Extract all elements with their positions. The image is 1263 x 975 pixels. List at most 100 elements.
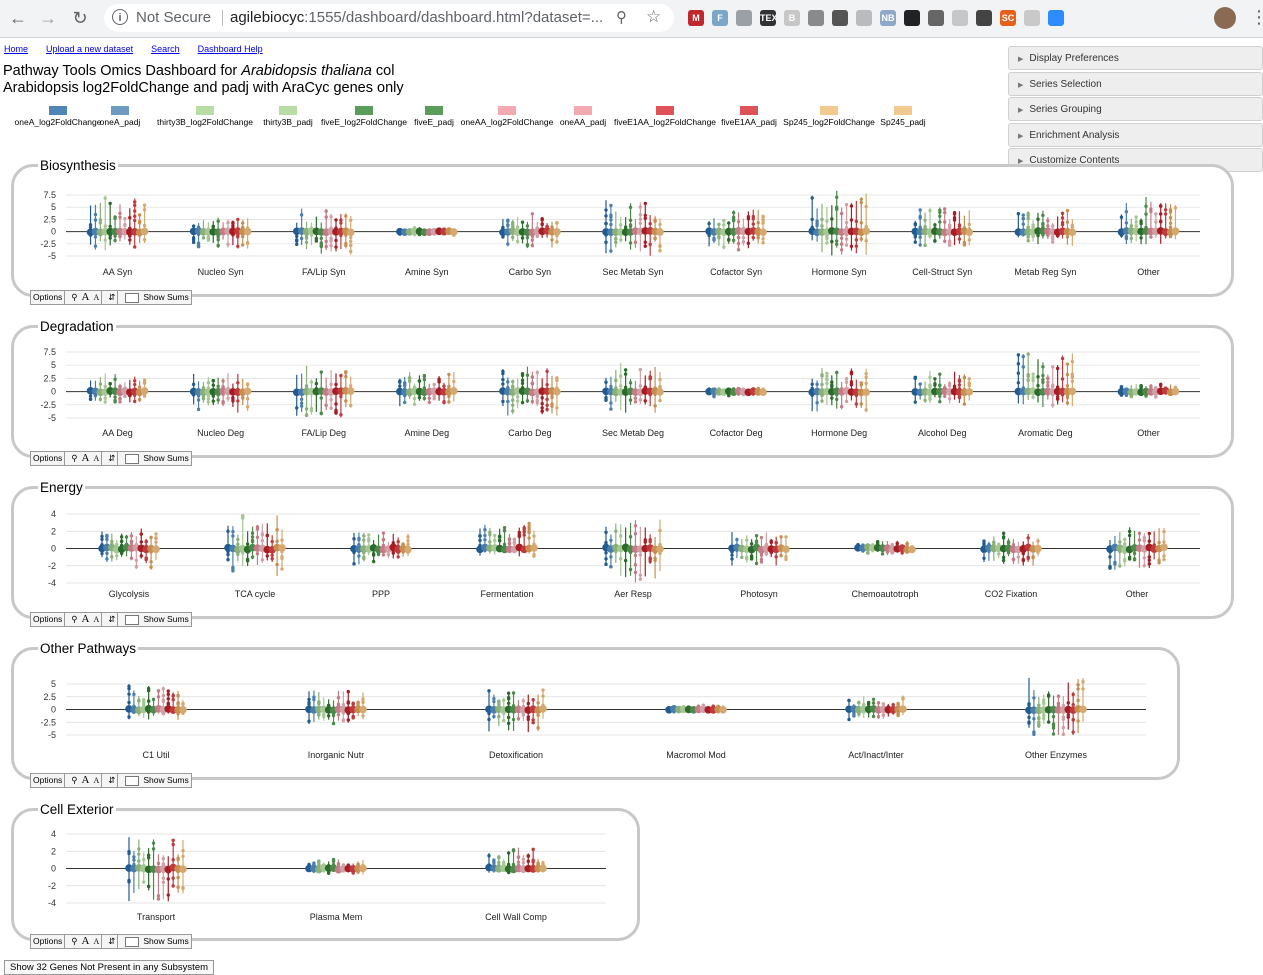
series-mean-point[interactable]: [346, 387, 355, 395]
data-point[interactable]: [880, 552, 885, 556]
data-point[interactable]: [422, 396, 427, 401]
data-point[interactable]: [740, 555, 744, 560]
data-point[interactable]: [522, 527, 526, 531]
data-point[interactable]: [156, 695, 161, 699]
data-point[interactable]: [241, 516, 245, 520]
data-point[interactable]: [527, 536, 531, 540]
data-point[interactable]: [151, 697, 156, 702]
series-mean-point[interactable]: [140, 227, 149, 236]
data-point[interactable]: [1071, 702, 1075, 707]
legend-item[interactable]: oneA_log2FoldChange: [0, 106, 118, 127]
data-point[interactable]: [295, 406, 299, 410]
data-point[interactable]: [769, 539, 773, 543]
data-point[interactable]: [541, 688, 545, 692]
data-point[interactable]: [351, 701, 355, 705]
data-point[interactable]: [633, 396, 638, 400]
category-label[interactable]: TCA cycle: [235, 589, 276, 599]
data-point[interactable]: [110, 539, 114, 544]
data-point[interactable]: [933, 383, 937, 387]
series-mean-point[interactable]: [1034, 544, 1042, 553]
data-point[interactable]: [245, 405, 250, 409]
data-point[interactable]: [1144, 212, 1148, 216]
data-point[interactable]: [511, 403, 515, 407]
data-point[interactable]: [1149, 235, 1153, 239]
data-point[interactable]: [146, 855, 151, 860]
data-point[interactable]: [352, 562, 356, 566]
data-point[interactable]: [226, 396, 230, 400]
category-label[interactable]: Hormone Deg: [811, 428, 867, 438]
category-label[interactable]: Cofactor Syn: [710, 267, 762, 277]
data-point[interactable]: [938, 214, 942, 218]
data-point[interactable]: [127, 851, 131, 856]
data-point[interactable]: [658, 244, 662, 249]
data-point[interactable]: [260, 538, 265, 543]
data-point[interactable]: [864, 204, 868, 209]
info-icon[interactable]: i: [112, 9, 128, 25]
data-point[interactable]: [206, 236, 211, 241]
data-point[interactable]: [176, 702, 180, 706]
data-point[interactable]: [810, 217, 814, 222]
data-point[interactable]: [250, 539, 255, 544]
data-point[interactable]: [866, 550, 870, 555]
data-point[interactable]: [1162, 529, 1166, 534]
back-arrow-icon[interactable]: ←: [9, 8, 27, 28]
series-mean-point[interactable]: [140, 387, 149, 395]
data-point[interactable]: [161, 687, 166, 691]
font-larger-button[interactable]: A: [81, 613, 90, 625]
show-sums-checkbox[interactable]: [125, 936, 140, 947]
data-point[interactable]: [127, 692, 131, 696]
data-point[interactable]: [236, 235, 240, 239]
data-point[interactable]: [1027, 715, 1031, 720]
data-point[interactable]: [550, 402, 554, 406]
data-point[interactable]: [1037, 720, 1041, 724]
data-point[interactable]: [166, 697, 170, 701]
data-point[interactable]: [1016, 555, 1021, 559]
data-point[interactable]: [530, 375, 535, 379]
data-point[interactable]: [241, 243, 245, 247]
data-point[interactable]: [171, 876, 175, 880]
data-point[interactable]: [525, 242, 530, 247]
data-point[interactable]: [236, 399, 240, 403]
data-point[interactable]: [825, 237, 829, 241]
data-point[interactable]: [1070, 379, 1075, 383]
data-point[interactable]: [952, 210, 957, 215]
data-point[interactable]: [1027, 720, 1031, 724]
data-point[interactable]: [530, 238, 535, 242]
series-mean-point[interactable]: [346, 228, 355, 237]
data-point[interactable]: [103, 396, 107, 400]
data-point[interactable]: [144, 539, 148, 544]
data-point[interactable]: [1071, 692, 1075, 697]
data-point[interactable]: [1071, 718, 1075, 722]
legend-item[interactable]: fiveE1AA_log2FoldChange: [605, 106, 725, 127]
data-point[interactable]: [319, 411, 323, 415]
data-point[interactable]: [406, 535, 410, 539]
category-label[interactable]: Detoxification: [489, 750, 543, 760]
data-point[interactable]: [166, 702, 170, 706]
data-point[interactable]: [324, 209, 328, 213]
data-point[interactable]: [103, 384, 107, 389]
data-point[interactable]: [334, 238, 338, 243]
legend-item[interactable]: thirty3B_padj: [228, 106, 348, 127]
data-point[interactable]: [511, 398, 515, 402]
data-point[interactable]: [535, 398, 539, 403]
panel-toggle-series-selection[interactable]: ▶ Series Selection: [1008, 71, 1263, 96]
sc-icon[interactable]: SC: [1000, 10, 1016, 26]
category-label[interactable]: Act/Inact/Inter: [848, 750, 904, 760]
data-point[interactable]: [1162, 554, 1166, 558]
data-point[interactable]: [142, 697, 146, 702]
data-point[interactable]: [957, 383, 962, 387]
data-point[interactable]: [1031, 375, 1035, 380]
data-point[interactable]: [864, 239, 868, 243]
data-point[interactable]: [520, 400, 525, 405]
data-point[interactable]: [1081, 680, 1085, 684]
data-point[interactable]: [339, 373, 343, 378]
dashboard-help-link[interactable]: Dashboard Help: [197, 44, 263, 54]
data-point[interactable]: [260, 558, 265, 562]
data-point[interactable]: [520, 371, 525, 376]
data-point[interactable]: [943, 394, 947, 398]
data-point[interactable]: [231, 220, 235, 225]
data-point[interactable]: [992, 540, 996, 544]
data-point[interactable]: [1046, 380, 1050, 384]
data-point[interactable]: [103, 196, 107, 200]
data-point[interactable]: [161, 880, 166, 884]
